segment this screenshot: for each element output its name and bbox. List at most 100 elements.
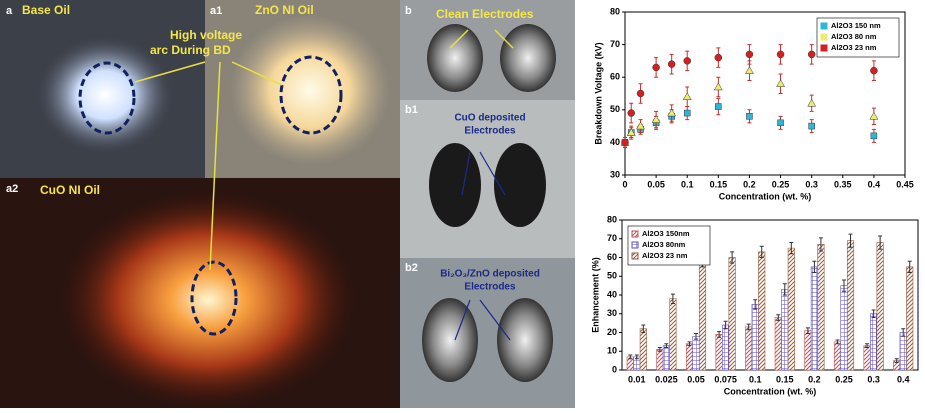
y-tick-label: 50 xyxy=(607,271,617,281)
panel-label: Bi₂O₃/ZnO deposited xyxy=(440,269,540,280)
x-tick-label: 0.1 xyxy=(749,374,762,384)
marker xyxy=(870,67,877,74)
legend-label: Al2O3 150 nm xyxy=(831,21,881,30)
panel-tag: b2 xyxy=(405,262,418,274)
x-tick-label: 0.35 xyxy=(834,179,852,189)
electrode xyxy=(500,24,556,92)
marker xyxy=(637,122,645,129)
marker xyxy=(653,64,660,71)
marker xyxy=(777,80,785,87)
electrode xyxy=(494,143,546,227)
y-tick-label: 70 xyxy=(607,233,617,243)
x-tick-label: 0.4 xyxy=(868,179,881,189)
x-tick-label: 0.15 xyxy=(710,179,728,189)
arc-glow xyxy=(230,15,390,165)
legend-label: Al2O3 23 nm xyxy=(642,251,688,260)
panel-tag: b xyxy=(405,5,412,17)
electrode xyxy=(422,298,478,382)
x-tick-label: 0.2 xyxy=(743,179,756,189)
y-tick-label: 60 xyxy=(607,252,617,262)
marker xyxy=(809,123,815,129)
bar xyxy=(788,248,795,370)
y-tick-label: 50 xyxy=(610,104,620,114)
bar xyxy=(686,344,693,370)
bar xyxy=(670,299,677,370)
bar xyxy=(758,252,765,370)
panel-label: Base Oil xyxy=(22,3,70,17)
panel-tag: a2 xyxy=(6,183,18,195)
panel-tag: b1 xyxy=(405,104,418,116)
panel-label: Electrodes xyxy=(464,126,516,137)
legend-swatch xyxy=(632,231,638,237)
marker xyxy=(745,67,753,74)
y-tick-label: 80 xyxy=(607,214,617,224)
bar xyxy=(775,318,782,371)
bar xyxy=(782,289,789,370)
y-tick-label: 40 xyxy=(607,289,617,299)
photos: a Base Oil a1 ZnO NI Oil a2 CuO NI Oil b… xyxy=(0,0,575,408)
y-tick-label: 20 xyxy=(607,327,617,337)
marker xyxy=(777,51,784,58)
y-tick-label: 30 xyxy=(610,169,620,179)
panel-label: ZnO NI Oil xyxy=(255,3,314,17)
electrode xyxy=(427,24,483,92)
legend-label: Al2O3 150nm xyxy=(642,229,690,238)
legend-swatch xyxy=(632,253,638,259)
legend-swatch xyxy=(821,34,827,40)
x-tick-label: 0.25 xyxy=(772,179,790,189)
marker xyxy=(684,110,690,116)
legend-label: Al2O3 80nm xyxy=(642,240,686,249)
annotation: arc During BD xyxy=(150,43,231,57)
marker xyxy=(683,93,691,100)
x-tick-label: 0.05 xyxy=(687,374,705,384)
electrode xyxy=(497,298,553,382)
marker xyxy=(808,99,816,106)
x-tick-label: 0.3 xyxy=(867,374,880,384)
bar xyxy=(699,261,706,370)
y-tick-label: 40 xyxy=(610,137,620,147)
bar xyxy=(847,241,854,370)
bar xyxy=(752,304,759,370)
bar xyxy=(657,349,664,370)
marker xyxy=(652,116,660,123)
legend-swatch xyxy=(632,242,638,248)
y-axis-label: Enhancement (%) xyxy=(590,257,600,333)
bar xyxy=(864,346,871,370)
charts: 30 40 50 60 70 80 Breakdown Voltage (kV) Concen… xyxy=(590,6,918,396)
legend-swatch xyxy=(821,23,827,29)
marker xyxy=(778,120,784,126)
bar xyxy=(818,244,825,370)
y-axis-label: Breakdown Voltage (kV) xyxy=(593,42,603,144)
marker xyxy=(668,109,676,116)
y-tick-label: 30 xyxy=(607,308,617,318)
legend-label: Al2O3 23 nm xyxy=(831,43,877,52)
panel-tag: a1 xyxy=(210,5,222,17)
panel-label: CuO NI Oil xyxy=(40,183,100,197)
marker xyxy=(628,110,635,117)
x-tick-label: 0.05 xyxy=(647,179,665,189)
x-axis-label: Concentration (wt. %) xyxy=(724,386,817,396)
bar xyxy=(834,342,841,370)
figure: a Base Oil a1 ZnO NI Oil a2 CuO NI Oil b… xyxy=(0,0,925,408)
x-tick-label: 0.1 xyxy=(681,179,694,189)
marker xyxy=(746,51,753,58)
marker xyxy=(808,51,815,58)
y-tick-label: 70 xyxy=(610,39,620,49)
marker xyxy=(622,139,629,146)
marker xyxy=(715,54,722,61)
bar xyxy=(693,336,700,370)
x-tick-label: 0.15 xyxy=(776,374,794,384)
electrode xyxy=(429,143,481,227)
bar xyxy=(640,329,647,370)
x-tick-label: 0.2 xyxy=(808,374,821,384)
x-tick-label: 0.25 xyxy=(835,374,853,384)
bar xyxy=(722,325,729,370)
marker xyxy=(684,57,691,64)
x-tick-label: 0.45 xyxy=(896,179,914,189)
panel-label: Electrodes xyxy=(464,282,516,293)
y-tick-label: 60 xyxy=(610,72,620,82)
bar xyxy=(716,334,723,370)
panel-label: CuO deposited xyxy=(454,113,525,124)
y-tick-label: 80 xyxy=(610,6,620,16)
marker xyxy=(714,83,722,90)
